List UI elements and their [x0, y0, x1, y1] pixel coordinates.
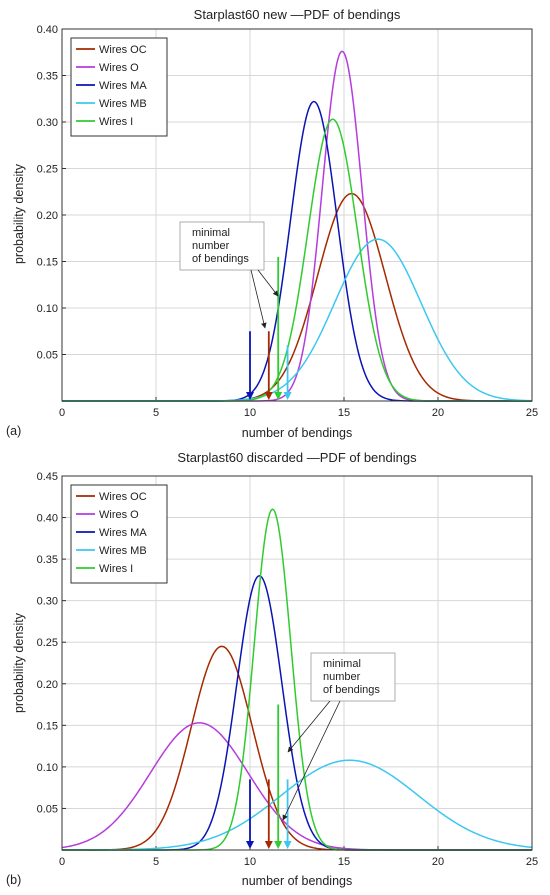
annotation-box [310, 652, 396, 702]
min-bending-arrowhead [246, 392, 254, 400]
chart-panel-a: Starplast60 new —PDF of bendings 0 5 10 15 2… [6, 7, 538, 440]
legend-entry: Wires MB [99, 545, 147, 557]
annotation-text: number [192, 240, 230, 252]
x-tick-label: 5 [153, 856, 159, 868]
min-bending-arrowhead [283, 392, 292, 400]
y-tick-label: 0.25 [37, 637, 58, 649]
annotation-text: minimal [192, 227, 230, 239]
chart-title: Starplast60 discarded —PDF of bendings [177, 450, 417, 465]
legend-entry: Wires MA [99, 80, 147, 92]
y-tick-label: 0.20 [37, 679, 58, 691]
x-axis-label: number of bendings [242, 874, 353, 888]
y-tick-label: 0.30 [37, 117, 58, 129]
y-tick-label: 0.05 [37, 803, 58, 815]
legend: Wires OC Wires O Wires MA Wires MB Wires I [70, 37, 168, 137]
annotation-arrow [282, 700, 341, 821]
legend-entry: Wires O [99, 509, 139, 521]
min-bending-arrowhead [274, 392, 283, 400]
x-tick-label: 10 [244, 856, 256, 868]
y-tick-label: 0.40 [37, 513, 58, 525]
y-tick-label: 0.25 [37, 164, 58, 176]
y-tick-label: 0.40 [37, 24, 58, 36]
annotation-box [179, 221, 265, 271]
x-tick-label: 25 [526, 856, 538, 868]
min-bending-arrowhead [264, 841, 273, 849]
y-axis-label: probability density [12, 612, 26, 713]
legend-entry: Wires I [99, 116, 133, 128]
y-tick-label: 0.05 [37, 350, 58, 362]
annotation-arrow [257, 269, 279, 297]
y-tick-label: 0.35 [37, 71, 58, 83]
chart-panel-b: Starplast60 discarded —PDF of bendings 0… [6, 450, 538, 888]
panel-label: (a) [6, 424, 21, 438]
plot-area: 0 5 10 15 20 25 0.05 0.10 0.15 0.20 0.25 0.30 0.35 0.… [37, 471, 539, 868]
y-tick-label: 0.15 [37, 257, 58, 269]
legend: Wires OC Wires O Wires MA Wires MB Wires I [70, 484, 168, 584]
x-tick-label: 20 [432, 856, 444, 868]
x-tick-label: 0 [59, 856, 65, 868]
x-tick-label: 15 [338, 856, 350, 868]
min-bending-arrowhead [246, 841, 254, 849]
annotation-text: of bendings [323, 684, 380, 696]
plot-frame [61, 475, 533, 851]
y-axis-label: probability density [12, 163, 26, 264]
legend-entry: Wires OC [99, 44, 147, 56]
min-bending-arrowhead [283, 841, 292, 849]
legend-entry: Wires MA [99, 527, 147, 539]
annotation-text: number [323, 671, 361, 683]
y-tick-label: 0.10 [37, 303, 58, 315]
y-tick-label: 0.10 [37, 762, 58, 774]
legend-entry: Wires OC [99, 491, 147, 503]
legend-entry: Wires MB [99, 98, 147, 110]
y-tick-label: 0.20 [37, 210, 58, 222]
annotation-arrow [250, 269, 267, 329]
y-tick-label: 0.35 [37, 554, 58, 566]
annotation-text: minimal [323, 658, 361, 670]
legend-box [70, 37, 168, 137]
annotation-text: of bendings [192, 253, 249, 265]
plot-frame [61, 28, 533, 402]
panel-label: (b) [6, 873, 21, 887]
x-axis-label: number of bendings [242, 426, 353, 440]
min-bending-arrowhead [264, 392, 273, 400]
legend-box [70, 484, 168, 584]
x-tick-label: 15 [338, 407, 350, 419]
x-tick-label: 10 [244, 407, 256, 419]
x-tick-label: 5 [153, 407, 159, 419]
x-tick-label: 20 [432, 407, 444, 419]
plot-area: 0 5 10 15 20 25 0.05 0.10 0.15 0.20 0.25 0.30 0.35 0.… [37, 24, 539, 419]
x-tick-label: 25 [526, 407, 538, 419]
annotation-arrow [287, 700, 331, 753]
chart-title: Starplast60 new —PDF of bendings [194, 7, 401, 22]
y-tick-label: 0.15 [37, 720, 58, 732]
min-bending-arrowhead [274, 841, 283, 849]
legend-entry: Wires I [99, 563, 133, 575]
series-line [62, 759, 533, 851]
x-tick-label: 0 [59, 407, 65, 419]
legend-entry: Wires O [99, 62, 139, 74]
y-tick-label: 0.30 [37, 596, 58, 608]
y-tick-label: 0.45 [37, 471, 58, 483]
